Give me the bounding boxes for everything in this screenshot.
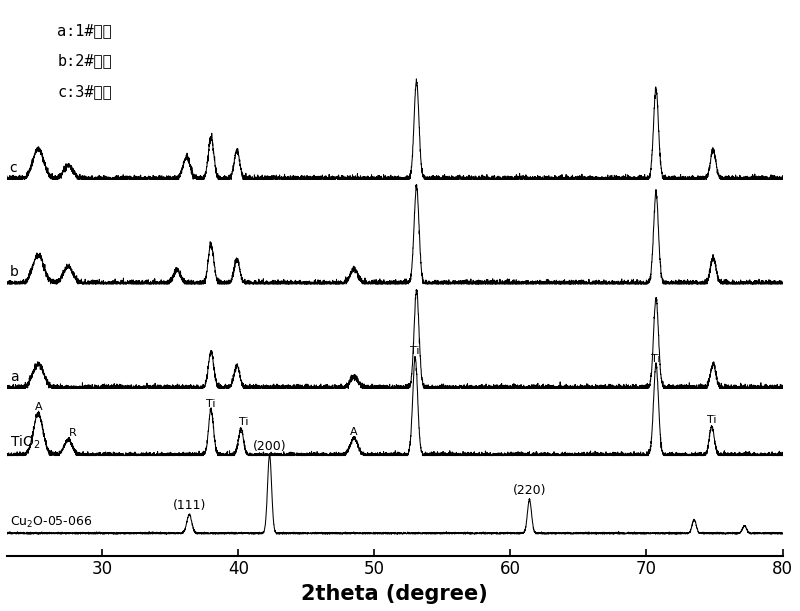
Text: Ti: Ti: [410, 346, 420, 356]
Text: Ti: Ti: [707, 415, 717, 425]
Text: (220): (220): [513, 485, 546, 497]
Text: (200): (200): [253, 440, 286, 453]
Text: Ti: Ti: [651, 354, 661, 364]
Text: TiO$_2$: TiO$_2$: [10, 434, 40, 451]
Text: a: a: [10, 370, 18, 384]
Text: Ti: Ti: [239, 417, 249, 427]
Text: c: c: [10, 161, 18, 175]
Text: b:2#工艺: b:2#工艺: [58, 54, 112, 68]
X-axis label: 2theta (degree): 2theta (degree): [302, 584, 488, 604]
Text: R: R: [68, 428, 76, 439]
Text: A: A: [350, 427, 358, 437]
Text: Ti: Ti: [206, 398, 216, 409]
Text: c:3#工艺: c:3#工艺: [58, 84, 112, 99]
Text: a:1#工艺: a:1#工艺: [58, 23, 112, 38]
Text: Cu$_2$O-05-066: Cu$_2$O-05-066: [10, 514, 92, 530]
Text: A: A: [34, 402, 42, 412]
Text: (111): (111): [173, 499, 206, 513]
Text: b: b: [10, 265, 18, 279]
